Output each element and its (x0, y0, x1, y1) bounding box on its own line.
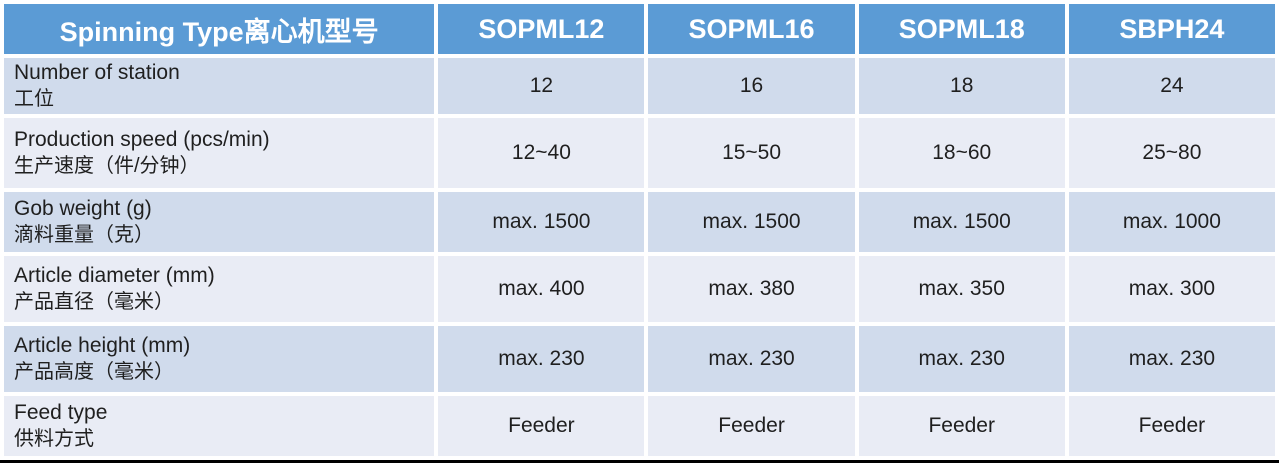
cell-feed-sbph24: Feeder (1068, 396, 1275, 456)
cell-height-sopml18: max. 230 (858, 326, 1065, 392)
row-label-en: Gob weight (g) (14, 196, 152, 220)
cell-height-sbph24: max. 230 (1068, 326, 1275, 392)
row-label-number-of-station: Number of station 工位 (4, 58, 435, 114)
row-label-zh: 工位 (14, 88, 54, 111)
cell-gob-sopml16: max. 1500 (648, 192, 855, 252)
cell-feed-sopml16: Feeder (648, 396, 855, 456)
row-label-en: Article diameter (mm) (14, 263, 215, 287)
cell-gob-sopml18: max. 1500 (858, 192, 1065, 252)
cell-stations-sbph24: 24 (1068, 58, 1275, 114)
cell-feed-sopml12: Feeder (438, 396, 645, 456)
cell-feed-sopml18: Feeder (858, 396, 1065, 456)
row-label-gob-weight: Gob weight (g) 滴料重量（克） (4, 192, 435, 252)
row-label-feed-type: Feed type 供料方式 (4, 396, 435, 456)
row-gob-weight: Gob weight (g) 滴料重量（克） max. 1500 max. 15… (4, 192, 1275, 252)
cell-diameter-sbph24: max. 300 (1068, 256, 1275, 322)
row-article-height: Article height (mm) 产品高度（毫米） max. 230 ma… (4, 326, 1275, 392)
row-label-en: Article height (mm) (14, 333, 191, 357)
cell-gob-sbph24: max. 1000 (1068, 192, 1275, 252)
cell-diameter-sopml12: max. 400 (438, 256, 645, 322)
row-label-en: Feed type (14, 400, 108, 424)
header-model-sopml16: SOPML16 (648, 4, 855, 54)
cell-gob-sopml12: max. 1500 (438, 192, 645, 252)
cell-stations-sopml16: 16 (648, 58, 855, 114)
row-label-article-height: Article height (mm) 产品高度（毫米） (4, 326, 435, 392)
cell-stations-sopml18: 18 (858, 58, 1065, 114)
header-title-cell: Spinning Type离心机型号 (4, 4, 435, 54)
cell-diameter-sopml18: max. 350 (858, 256, 1065, 322)
header-row: Spinning Type离心机型号 SOPML12 SOPML16 SOPML… (4, 4, 1275, 54)
cell-height-sopml16: max. 230 (648, 326, 855, 392)
cell-diameter-sopml16: max. 380 (648, 256, 855, 322)
row-label-article-diameter: Article diameter (mm) 产品直径（毫米） (4, 256, 435, 322)
row-label-zh: 产品高度（毫米） (14, 361, 174, 384)
cell-speed-sbph24: 25~80 (1068, 118, 1275, 188)
row-label-production-speed: Production speed (pcs/min) 生产速度（件/分钟） (4, 118, 435, 188)
row-label-zh: 供料方式 (14, 428, 94, 451)
row-label-zh: 产品直径（毫米） (14, 291, 174, 314)
row-feed-type: Feed type 供料方式 Feeder Feeder Feeder Feed… (4, 396, 1275, 456)
row-label-zh: 生产速度（件/分钟） (14, 155, 200, 178)
cell-stations-sopml12: 12 (438, 58, 645, 114)
cell-speed-sopml16: 15~50 (648, 118, 855, 188)
row-number-of-station: Number of station 工位 12 16 18 24 (4, 58, 1275, 114)
row-article-diameter: Article diameter (mm) 产品直径（毫米） max. 400 … (4, 256, 1275, 322)
cell-height-sopml12: max. 230 (438, 326, 645, 392)
row-label-zh: 滴料重量（克） (14, 224, 154, 247)
cell-speed-sopml18: 18~60 (858, 118, 1065, 188)
row-production-speed: Production speed (pcs/min) 生产速度（件/分钟） 12… (4, 118, 1275, 188)
row-label-en: Number of station (14, 60, 180, 84)
row-label-en: Production speed (pcs/min) (14, 127, 270, 151)
header-model-sbph24: SBPH24 (1068, 4, 1275, 54)
header-model-sopml18: SOPML18 (858, 4, 1065, 54)
header-model-sopml12: SOPML12 (438, 4, 645, 54)
cell-speed-sopml12: 12~40 (438, 118, 645, 188)
